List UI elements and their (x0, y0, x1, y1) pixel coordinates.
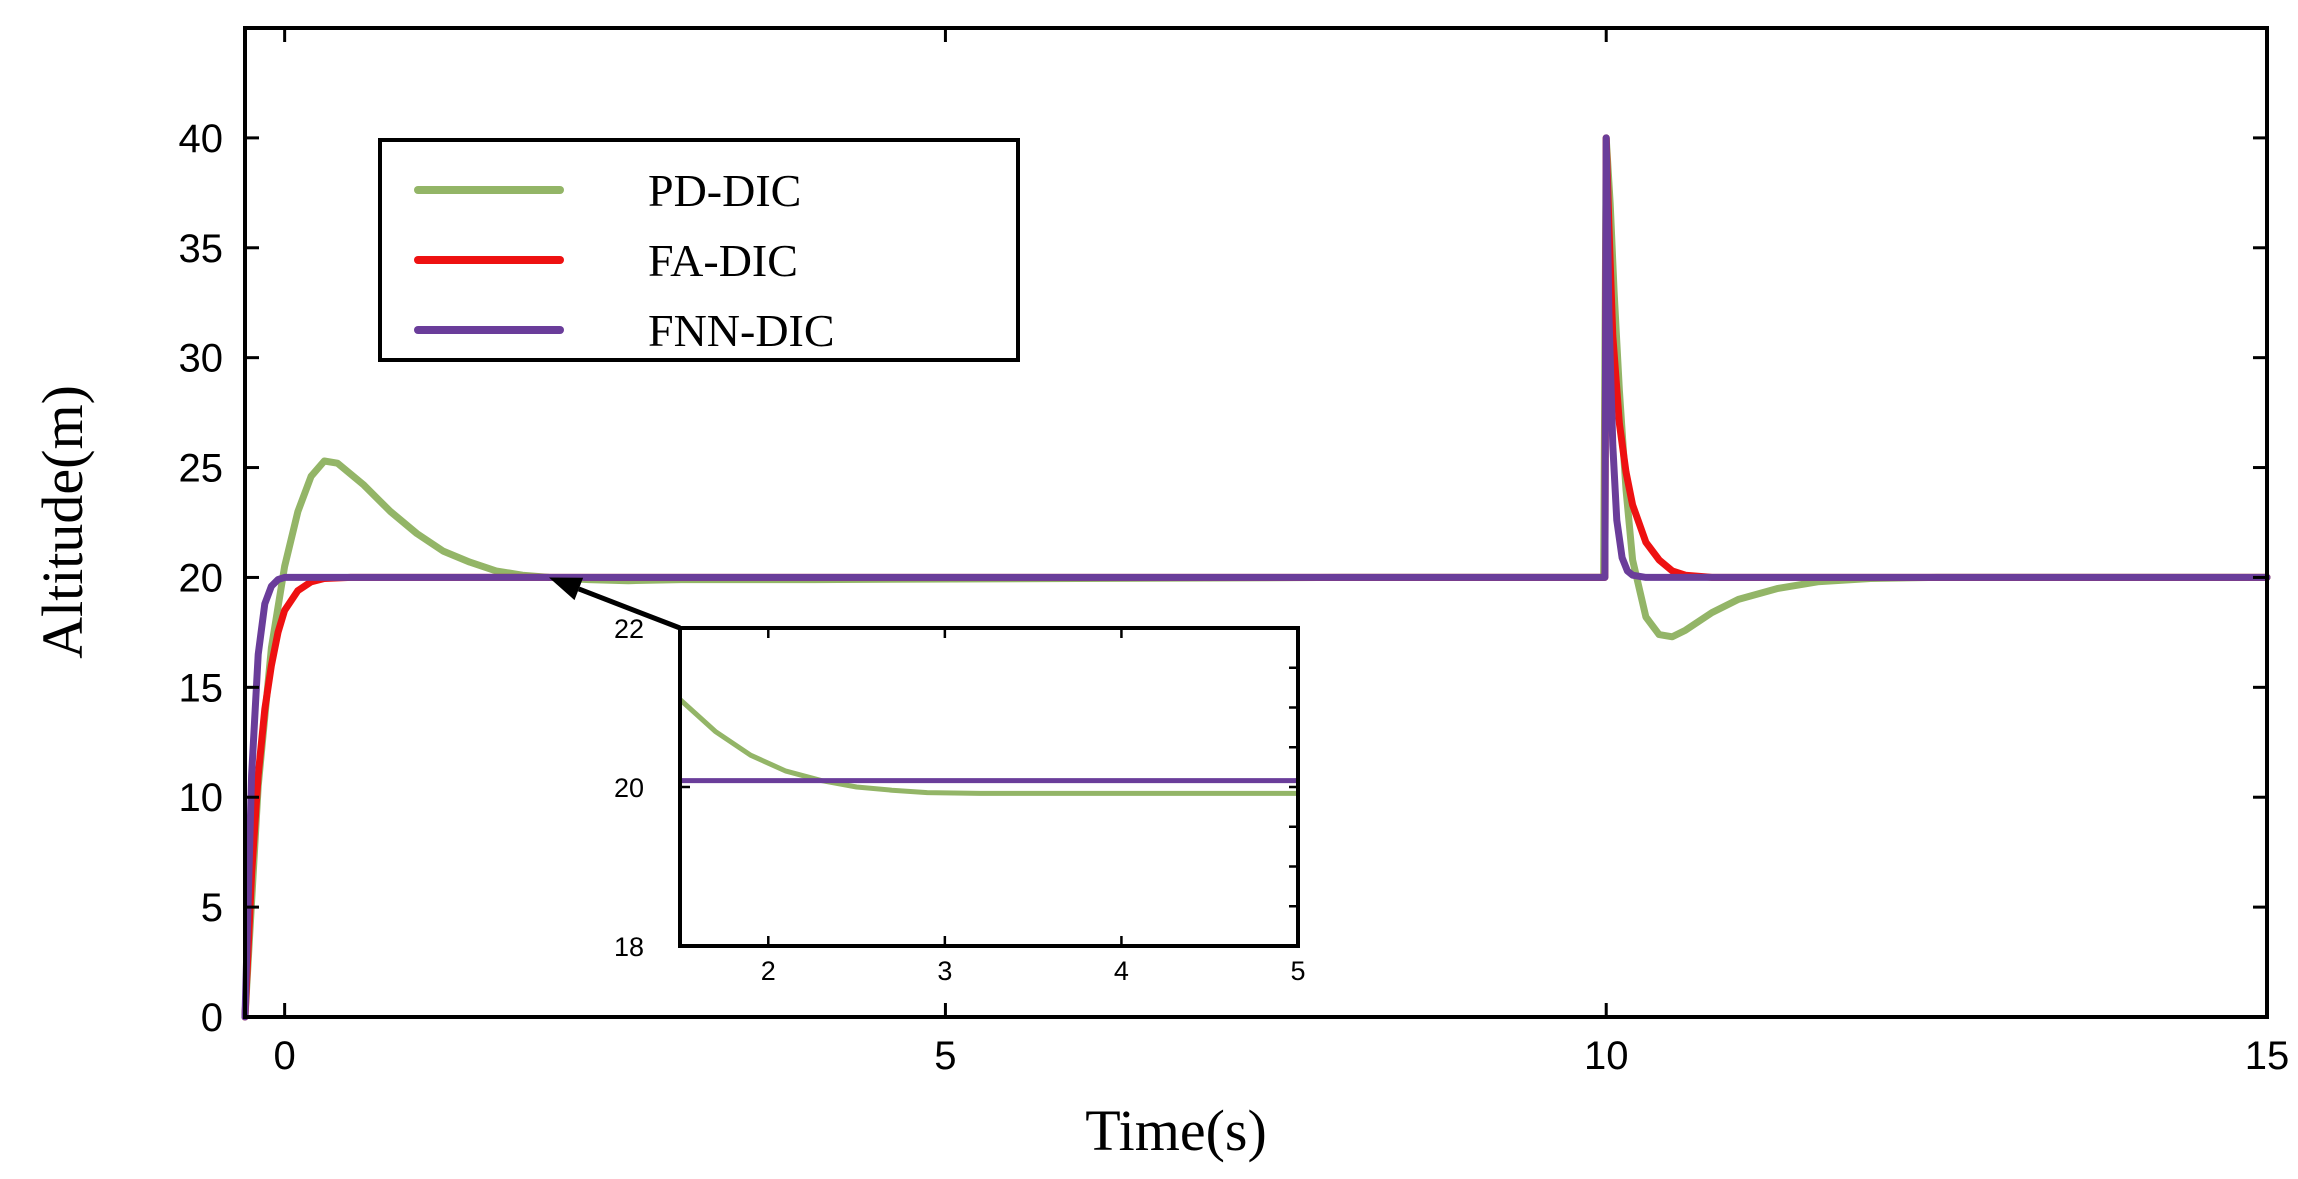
main-plot-lines (241, 134, 2271, 1021)
y-axis-title: Altitude(m) (30, 385, 95, 659)
y-tick-label: 35 (179, 227, 224, 271)
x-tick-label: 5 (934, 1034, 956, 1078)
y-tick-label: 10 (179, 776, 224, 820)
inset-x-tick-label: 5 (1290, 956, 1305, 986)
inset-tick-labels: 2 3 4 5 18 20 22 (614, 614, 1306, 986)
legend-label-fa-dic: FA-DIC (648, 235, 798, 286)
inset-series-line-pd-dic (678, 697, 1298, 796)
inset-y-tick-label: 18 (614, 932, 644, 962)
series-line-fnn-dic (241, 134, 2271, 1021)
x-tick-label: 10 (1584, 1034, 1629, 1078)
legend-box (378, 138, 1020, 362)
inset-background (680, 628, 1298, 946)
plot-frame (243, 26, 2269, 1019)
x-tick-label: 0 (274, 1034, 296, 1078)
y-tick-label: 5 (201, 886, 223, 930)
legend-label-fnn-dic: FNN-DIC (648, 305, 835, 356)
y-tick-label: 20 (179, 556, 224, 600)
y-tick-label: 40 (179, 117, 224, 161)
inset-x-tick-label: 3 (937, 956, 952, 986)
legend: PD-DIC FA-DIC FNN-DIC (378, 138, 1020, 362)
y-tick-label: 15 (179, 666, 224, 710)
zoom-arrow-head (548, 577, 584, 601)
inset-y-tick-label: 20 (614, 773, 644, 803)
y-tick-label: 30 (179, 337, 224, 381)
inset-x-tick-label: 4 (1114, 956, 1129, 986)
y-tick-label: 0 (201, 996, 223, 1040)
zoom-arrow-line (577, 586, 681, 631)
x-tick-label: 15 (2245, 1034, 2290, 1078)
inset-plot-lines (678, 697, 1298, 796)
zoom-arrow (548, 577, 681, 631)
x-axis-title: Time(s) (1085, 1098, 1267, 1163)
inset-x-tick-label: 2 (761, 956, 776, 986)
zoom-inset: 2 3 4 5 18 20 22 (614, 614, 1306, 986)
inset-frame (678, 626, 1300, 948)
legend-label-pd-dic: PD-DIC (648, 165, 801, 216)
inset-y-tick-label: 22 (614, 614, 644, 644)
y-tick-label: 25 (179, 447, 224, 491)
